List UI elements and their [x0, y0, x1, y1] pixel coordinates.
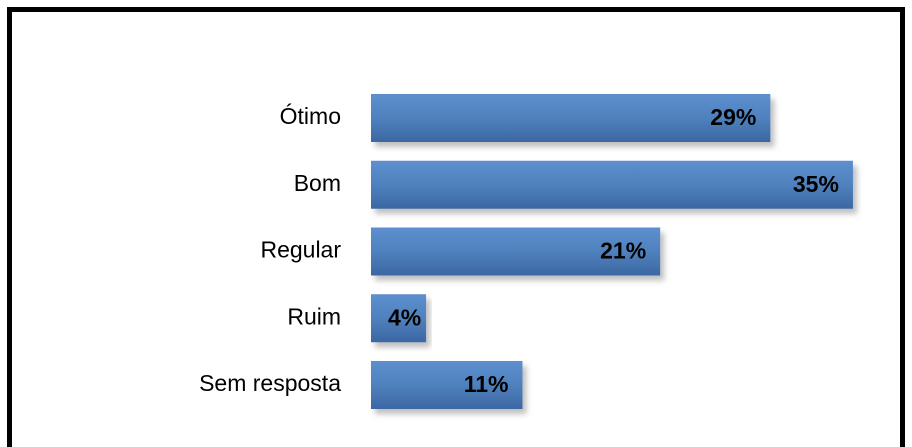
- category-label: Ótimo: [280, 103, 341, 129]
- value-label: 21%: [600, 238, 646, 264]
- bar: [371, 361, 523, 409]
- category-label: Bom: [294, 170, 341, 196]
- category-label: Regular: [260, 237, 341, 263]
- value-label: 11%: [464, 371, 509, 397]
- bar: [371, 160, 853, 209]
- category-label: Sem resposta: [199, 370, 341, 396]
- bar: [371, 294, 427, 343]
- category-label: Ruim: [287, 303, 341, 329]
- bar: [371, 227, 661, 276]
- value-label: 4%: [388, 304, 421, 330]
- value-label: 29%: [710, 104, 756, 130]
- bar: [371, 94, 771, 142]
- value-label: 35%: [793, 171, 839, 197]
